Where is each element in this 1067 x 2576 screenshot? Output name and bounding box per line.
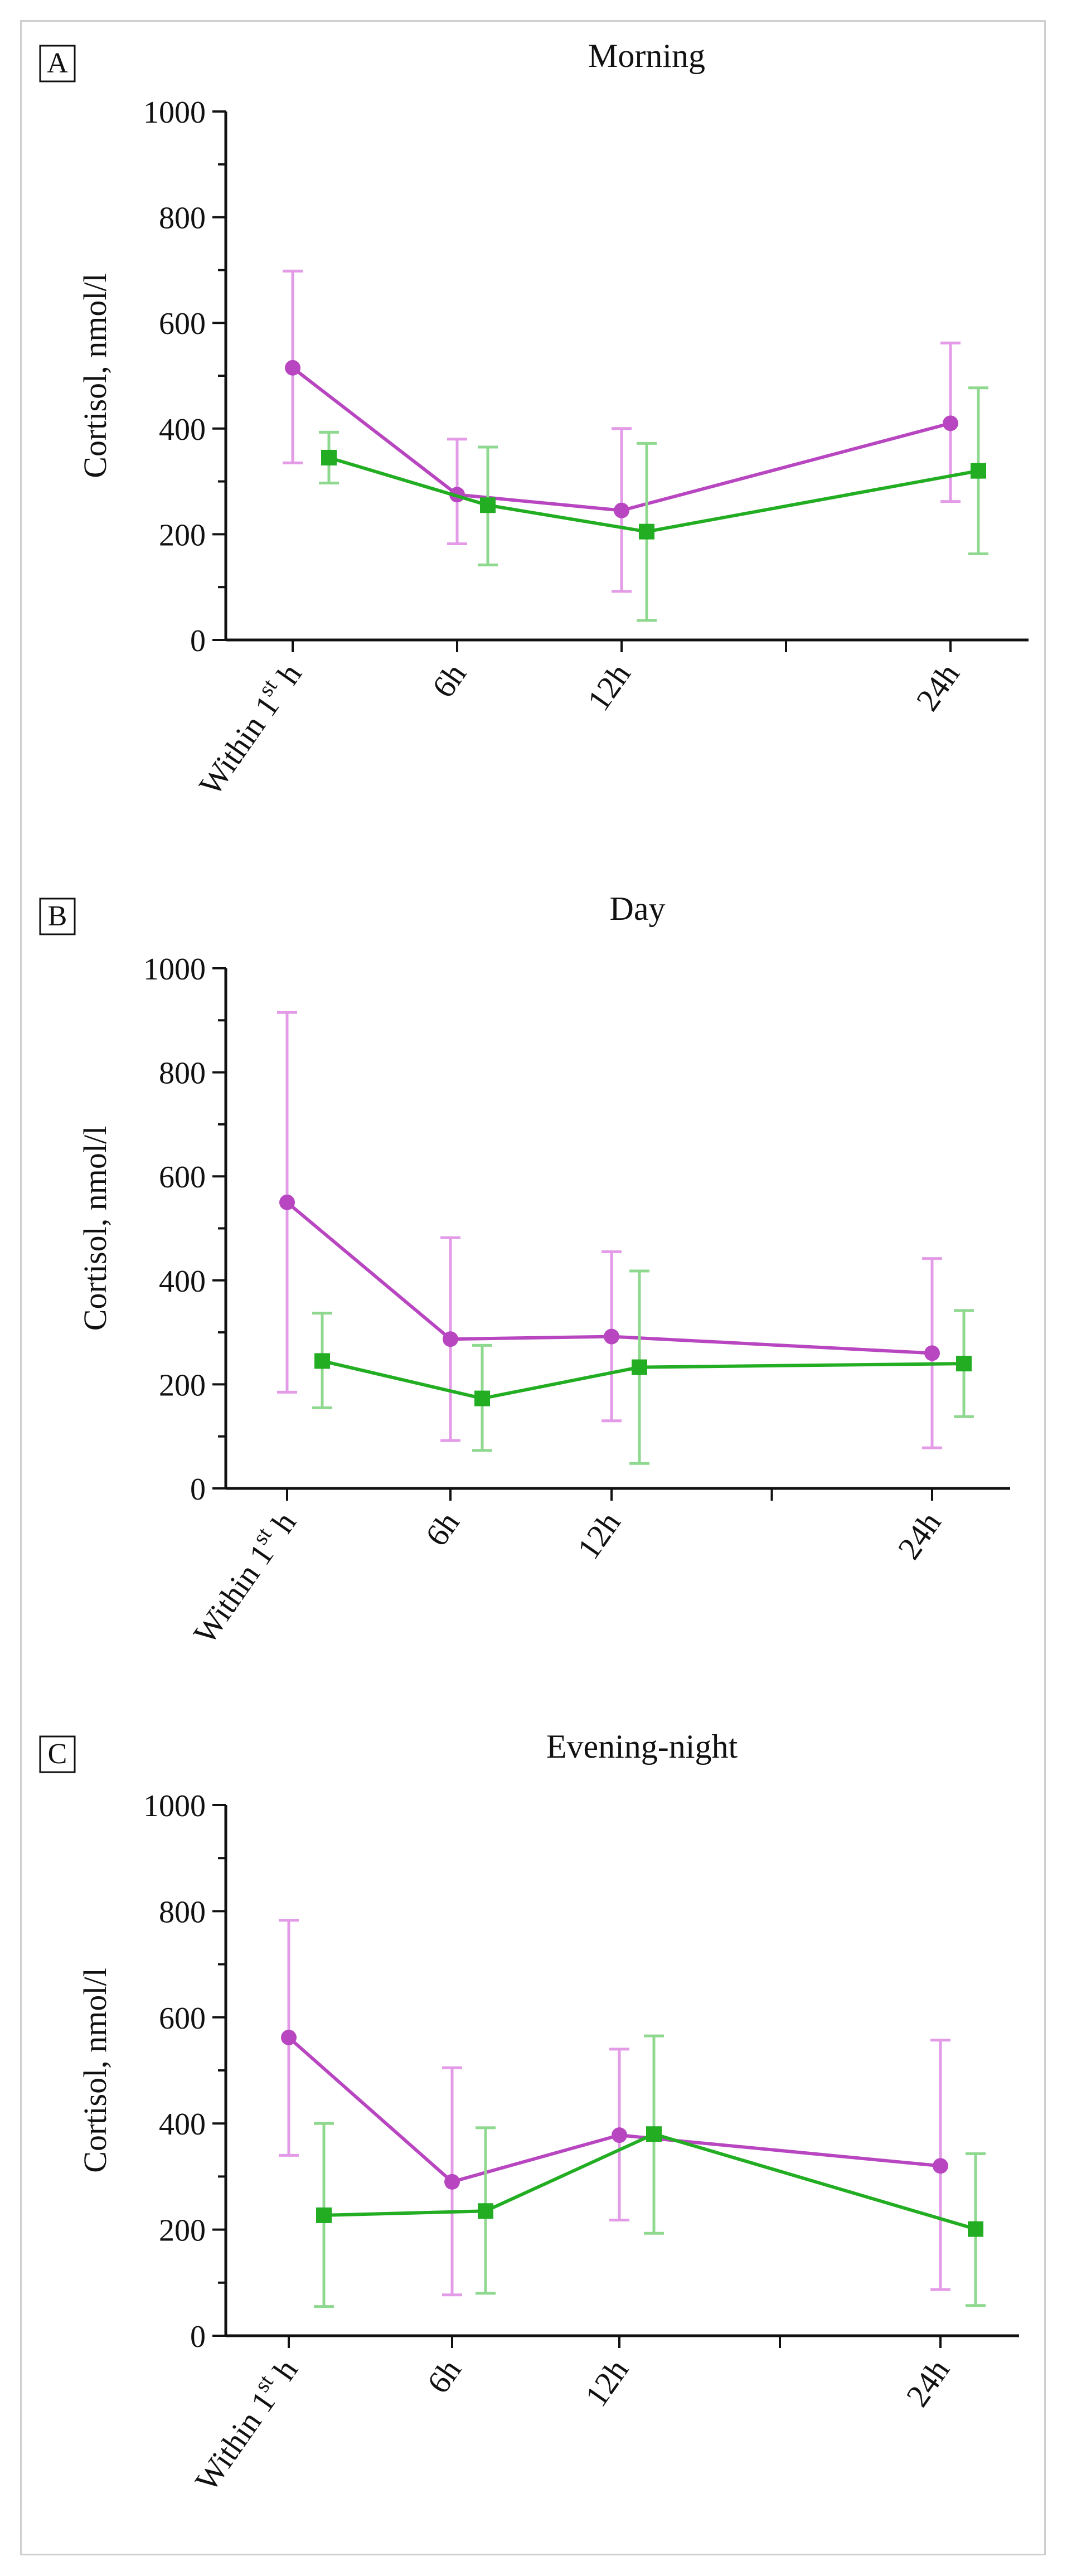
- y-tick-label: 0: [190, 624, 206, 658]
- data-point: [321, 449, 337, 465]
- y-tick-label: 400: [159, 1264, 206, 1299]
- x-tick-label: 24h: [891, 1505, 948, 1566]
- x-tick-label: 24h: [899, 2352, 957, 2413]
- y-tick-label: 0: [190, 2320, 206, 2354]
- y-tick-label: 200: [159, 2214, 206, 2248]
- y-tick-label: 800: [159, 201, 206, 236]
- series-1: [279, 1919, 950, 2297]
- x-tick-label: 12h: [570, 1505, 628, 1566]
- panel-label: A: [47, 47, 68, 79]
- x-tick-label: 6h: [420, 2352, 468, 2400]
- series-line: [292, 366, 951, 512]
- data-point: [933, 2158, 948, 2174]
- data-point: [314, 1353, 330, 1369]
- data-point: [316, 2207, 332, 2223]
- chart-title: Day: [610, 890, 666, 927]
- y-tick-label: 600: [159, 2001, 206, 2036]
- series-line: [323, 2132, 976, 2231]
- data-point: [478, 2203, 493, 2219]
- data-point: [639, 523, 654, 540]
- data-point: [924, 1345, 940, 1361]
- data-point: [285, 360, 300, 376]
- y-tick-label: 1000: [143, 952, 206, 987]
- series-line: [288, 2036, 941, 2184]
- x-tick-label: Within 1st h: [188, 654, 309, 802]
- series-1: [277, 1011, 942, 1449]
- data-point: [444, 2174, 460, 2190]
- y-tick-label: 1000: [143, 95, 206, 130]
- y-tick-label: 600: [159, 307, 206, 341]
- panel-label-box: [39, 898, 76, 935]
- data-point: [279, 1194, 295, 1210]
- data-point: [646, 2126, 662, 2142]
- x-tick-label: 6h: [425, 657, 473, 704]
- data-point: [281, 2029, 297, 2045]
- y-tick-label: 800: [159, 1895, 206, 1929]
- series-2: [314, 2034, 986, 2308]
- y-axis-label: Cortisol, nmol/l: [77, 1126, 113, 1331]
- panel-label-box: [39, 1735, 76, 1773]
- figure-frame: [20, 20, 1046, 2555]
- series-2: [312, 1269, 974, 1465]
- data-point: [604, 1328, 619, 1345]
- data-point: [443, 1331, 458, 1347]
- y-tick-label: 200: [159, 1368, 206, 1403]
- y-axis-label: Cortisol, nmol/l: [77, 1968, 113, 2172]
- y-tick-label: 200: [159, 518, 206, 552]
- chart-panel-b: B Day 0 200 400 600 800 1000 Cortisol, nmol/l Wit…: [39, 890, 1010, 1651]
- panel-label: C: [48, 1738, 67, 1770]
- panel-label: B: [48, 900, 67, 932]
- x-tick-label: 6h: [418, 1505, 467, 1553]
- x-tick-label: Within 1st h: [183, 1503, 303, 1651]
- x-tick-label: 12h: [578, 2352, 636, 2413]
- chart-panel-c: C Evening-night 0 200 400 600 800 1000 Cortisol,…: [39, 1728, 1019, 2498]
- y-tick-label: 1000: [143, 1789, 206, 1823]
- data-point: [474, 1390, 490, 1406]
- y-tick-label: 600: [159, 1160, 206, 1195]
- data-point: [632, 1359, 647, 1375]
- data-point: [956, 1356, 972, 1372]
- y-axis-label: Cortisol, nmol/l: [77, 273, 113, 478]
- x-tick-label: Within 1st h: [185, 2350, 305, 2498]
- y-tick-label: 800: [159, 1056, 206, 1091]
- x-tick-label: 12h: [580, 657, 638, 717]
- series-1: [283, 269, 961, 593]
- data-point: [614, 502, 629, 518]
- series-2: [319, 386, 988, 622]
- panel-label-box: [39, 45, 76, 83]
- data-point: [480, 497, 496, 513]
- data-point: [943, 415, 958, 431]
- y-tick-label: 0: [190, 1472, 206, 1507]
- y-tick-label: 400: [159, 2107, 206, 2142]
- data-point: [968, 2221, 983, 2237]
- series-line: [286, 1201, 933, 1355]
- data-point: [612, 2127, 627, 2143]
- series-line: [328, 456, 979, 533]
- data-point: [971, 463, 986, 479]
- chart-title: Evening-night: [546, 1728, 738, 1765]
- y-tick-label: 400: [159, 413, 206, 447]
- chart-panel-a: A Morning 0 200 400 600 800 1000 Cortisol, nmol/…: [39, 37, 1029, 802]
- chart-title: Morning: [588, 37, 705, 74]
- series-line: [322, 1359, 964, 1400]
- x-tick-label: 24h: [909, 657, 967, 717]
